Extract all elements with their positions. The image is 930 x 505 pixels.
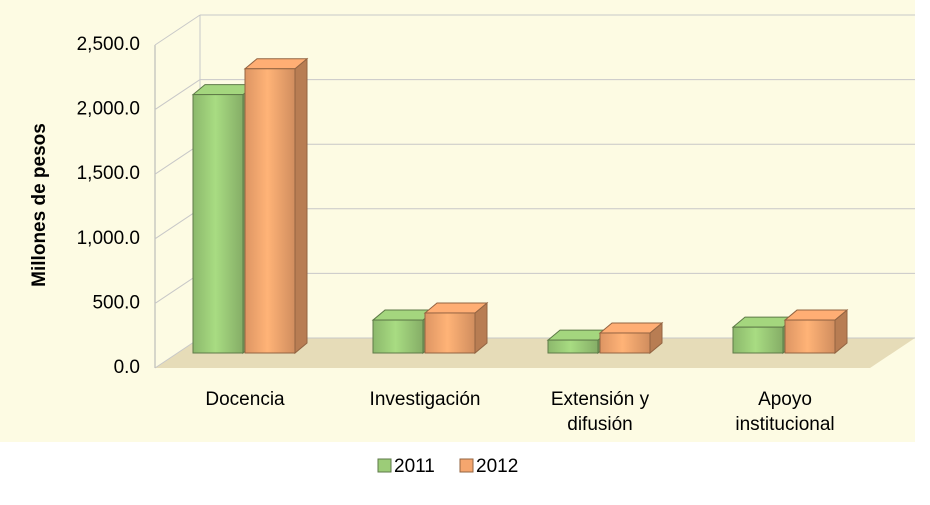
x-tick-label: Apoyo institucional	[735, 389, 835, 435]
floor	[155, 338, 915, 368]
y-axis-label: Millones de pesos	[29, 123, 50, 287]
legend-swatch	[459, 458, 474, 473]
y-tick-label: 2,500.0	[77, 34, 140, 55]
legend-label: 2011	[394, 456, 435, 477]
bar	[732, 326, 784, 354]
x-tick-label: Docencia	[205, 389, 285, 410]
x-tick-label: Investigación	[369, 389, 481, 410]
y-tick-label: 2,000.0	[77, 99, 140, 120]
y-tick-label: 1,000.0	[77, 228, 140, 249]
plot-background	[0, 0, 915, 442]
grid-line-side	[154, 14, 201, 46]
legend-label: 2012	[476, 456, 518, 477]
x-tick-label: Extensión y difusión	[550, 389, 650, 435]
bar	[372, 319, 424, 354]
grid-line-side	[154, 79, 201, 111]
bar	[599, 332, 651, 354]
bar-side	[294, 57, 308, 355]
legend-swatch	[377, 458, 392, 473]
y-tick-label: 0.0	[114, 357, 140, 378]
bar	[784, 319, 836, 354]
bar	[424, 312, 476, 354]
bar	[547, 339, 599, 354]
bar	[244, 68, 296, 354]
y-tick-label: 500.0	[92, 292, 140, 313]
bar	[192, 94, 244, 354]
y-tick-label: 1,500.0	[77, 163, 140, 184]
